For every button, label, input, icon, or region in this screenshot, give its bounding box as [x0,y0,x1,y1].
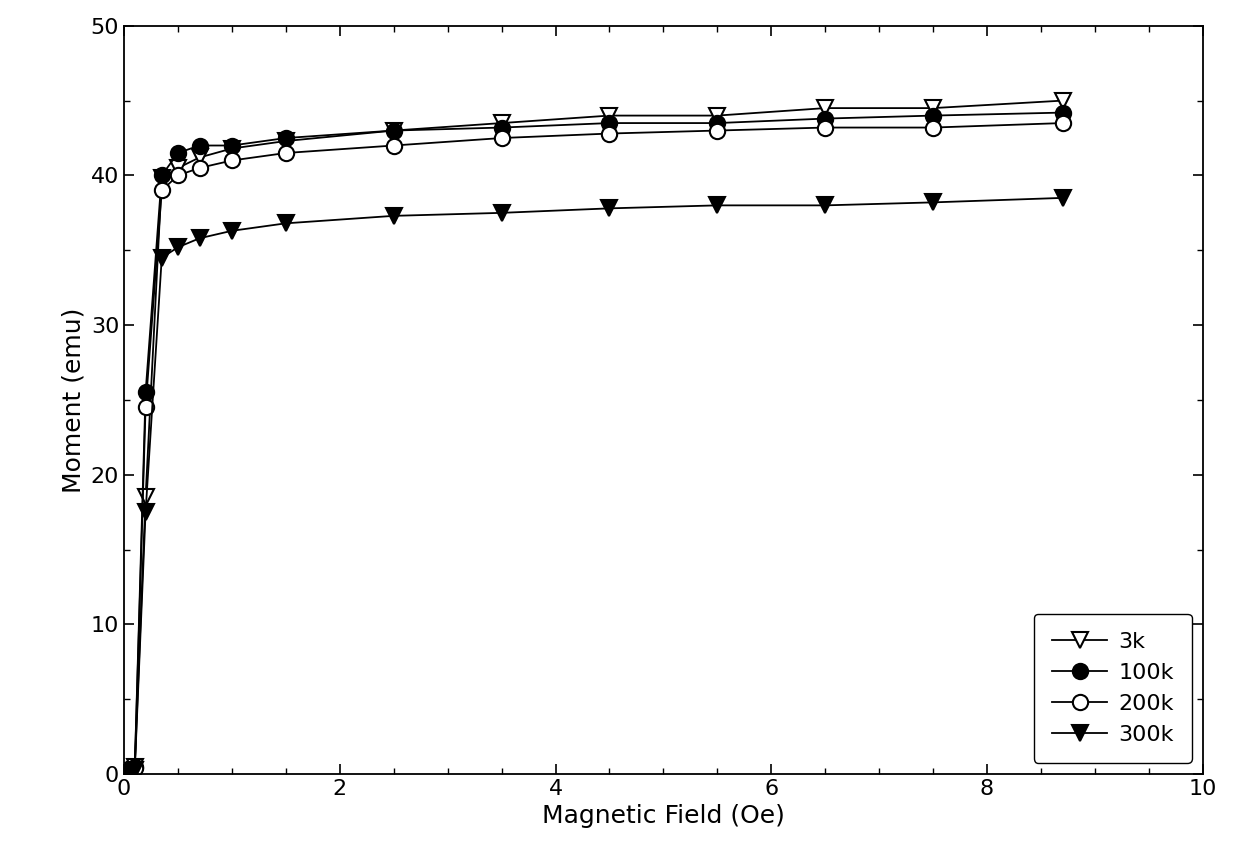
100k [387,126,402,136]
3k [170,163,186,173]
100k [154,170,169,181]
200k [138,402,153,413]
3k [224,144,239,154]
200k [925,122,940,132]
100k [117,769,131,779]
200k [709,126,724,136]
300k [170,243,186,253]
100k [603,118,618,128]
200k [128,763,143,773]
200k [818,122,833,132]
300k [709,200,724,211]
300k [138,507,153,517]
3k [138,492,153,502]
300k [122,767,136,777]
200k [278,148,293,158]
100k [192,140,207,150]
100k [1055,108,1070,118]
3k [925,103,940,114]
3k [192,152,207,163]
3k [603,110,618,120]
100k [494,122,508,132]
100k [818,114,833,124]
300k [494,208,508,218]
Line: 300k: 300k [117,190,1070,782]
3k [494,118,508,128]
Line: 100k: 100k [117,105,1070,782]
300k [117,769,131,779]
200k [494,133,508,144]
300k [603,203,618,213]
3k [122,766,136,777]
100k [170,148,186,158]
3k [709,110,724,120]
100k [138,387,153,397]
3k [387,126,402,136]
3k [818,103,833,114]
Line: 3k: 3k [117,93,1070,782]
3k [128,761,143,771]
200k [170,170,186,181]
Y-axis label: Moment (emu): Moment (emu) [61,307,86,493]
300k [1055,193,1070,203]
3k [1055,95,1070,106]
200k [387,140,402,150]
3k [154,173,169,183]
200k [192,163,207,173]
300k [192,233,207,243]
100k [709,118,724,128]
X-axis label: Magnetic Field (Oe): Magnetic Field (Oe) [542,804,785,828]
300k [154,253,169,263]
300k [278,218,293,229]
300k [387,211,402,221]
300k [925,197,940,207]
100k [278,133,293,144]
100k [224,140,239,150]
Line: 200k: 200k [117,115,1070,782]
Legend: 3k, 100k, 200k, 300k: 3k, 100k, 200k, 300k [1034,614,1192,763]
200k [224,156,239,166]
200k [1055,118,1070,128]
100k [128,761,143,771]
200k [122,766,136,777]
200k [117,769,131,779]
100k [122,766,136,777]
200k [154,185,169,195]
300k [224,225,239,236]
300k [128,765,143,775]
3k [278,136,293,146]
300k [818,200,833,211]
200k [603,128,618,138]
3k [117,769,131,779]
100k [925,110,940,120]
